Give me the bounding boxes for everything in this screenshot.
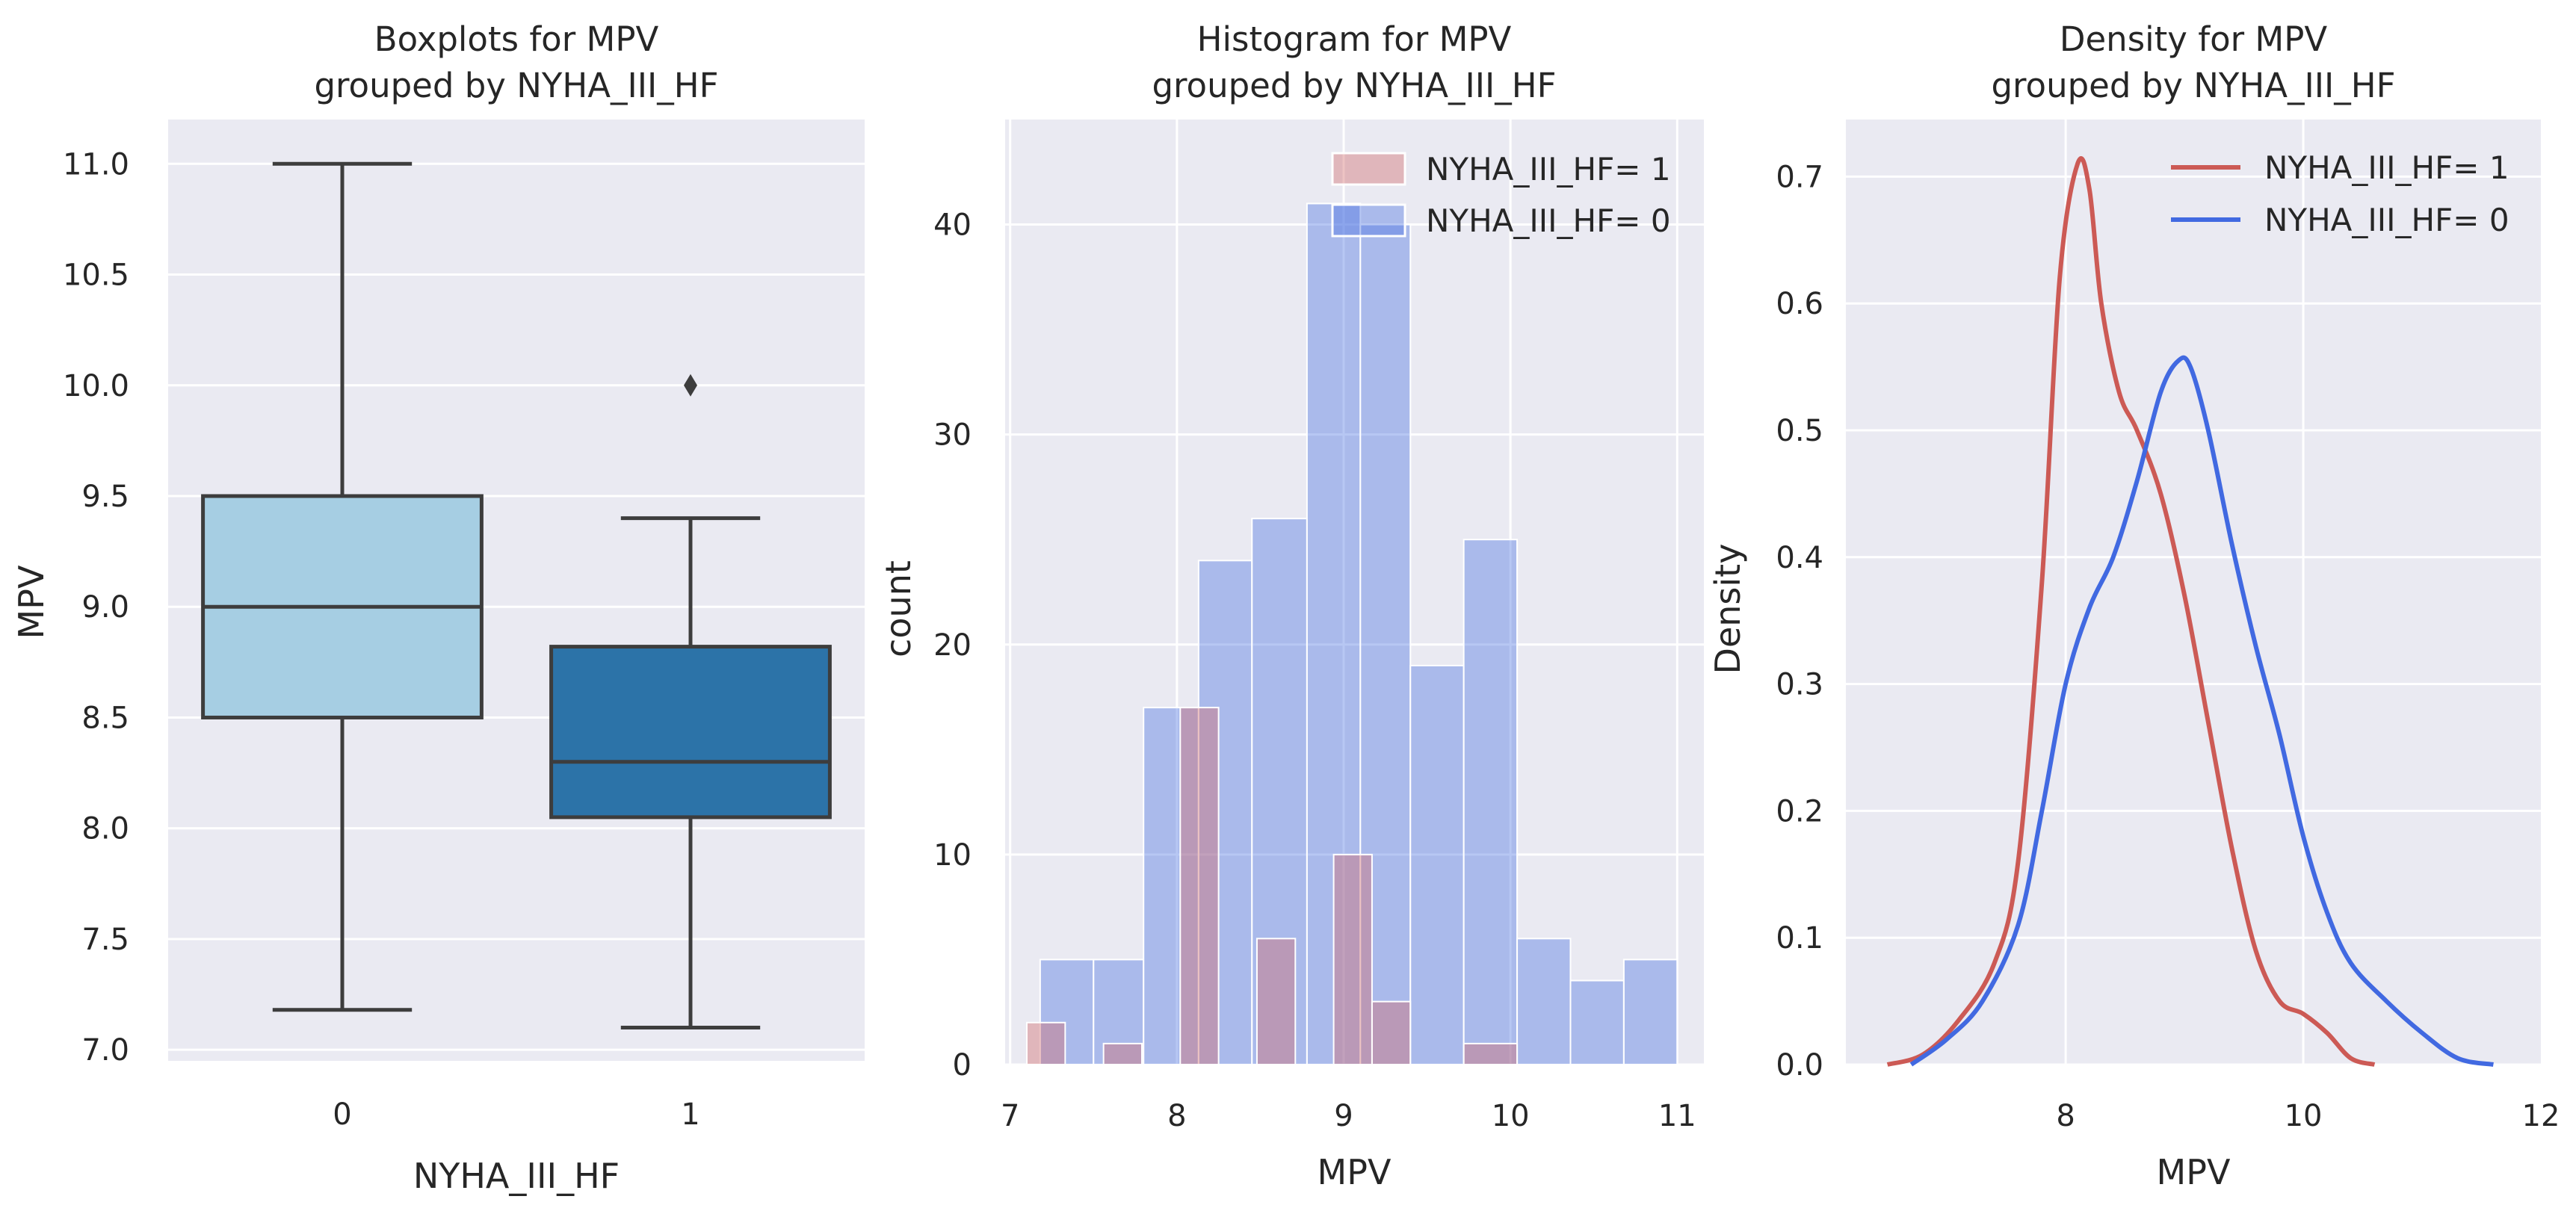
x-tick-label: 0 (333, 1097, 351, 1132)
x-tick-label: 8 (1167, 1099, 1186, 1133)
y-tick-label: 7.0 (81, 1033, 129, 1068)
y-tick-label: 0.0 (1776, 1048, 1823, 1083)
histogram-y-axis-label: count (878, 560, 918, 657)
hist-bar (1622, 958, 1678, 1066)
y-tick-label: 0.6 (1776, 287, 1823, 321)
box-group-1 (549, 645, 832, 820)
density-curve-group-0 (1909, 355, 2494, 1067)
histogram-gridlines (1005, 120, 1704, 1066)
x-tick-label: 11 (1658, 1099, 1696, 1133)
density-plot-area (1846, 120, 2541, 1065)
y-tick-label: 8.0 (81, 812, 129, 846)
y-tick-label: 11.0 (63, 147, 129, 182)
hist-bar (1371, 1000, 1412, 1065)
hist-bar (1462, 539, 1519, 1065)
histogram-marks (1026, 202, 1678, 1066)
x-tick-label: 1 (681, 1097, 699, 1132)
density-curve-group-1 (1886, 156, 2376, 1067)
x-tick-label: 10 (2285, 1099, 2323, 1133)
legend-label-group-1: NYHA_III_HF= 1 (1426, 151, 1671, 188)
y-tick-label: 0.7 (1776, 160, 1823, 194)
histogram-ticks: 0 10 20 30 40 7 8 9 10 11 (933, 208, 1696, 1133)
boxplot-y-axis-label: MPV (11, 565, 52, 639)
y-tick-label: 10.5 (63, 258, 129, 293)
boxplot-title-line1: Boxplots for MPV (374, 19, 659, 59)
y-tick-label: 0.5 (1776, 414, 1823, 448)
y-tick-label: 7.5 (81, 923, 129, 957)
density-gridlines (1846, 120, 2541, 1066)
density-y-axis-label: Density (1708, 544, 1748, 675)
density-legend: NYHA_III_HF= 1 NYHA_III_HF= 0 (2171, 149, 2509, 238)
outlier-point (684, 374, 697, 397)
histogram-plot-area (1005, 120, 1704, 1065)
x-tick-label: 8 (2056, 1099, 2075, 1133)
y-tick-label: 8.5 (81, 701, 129, 735)
x-tick-label: 9 (1334, 1099, 1353, 1133)
hist-bar (1251, 518, 1308, 1065)
y-tick-label: 0.1 (1776, 921, 1823, 956)
density-title-line1: Density for MPV (2060, 19, 2328, 59)
y-tick-label: 20 (933, 628, 972, 663)
legend-label-group-0: NYHA_III_HF= 0 (2264, 202, 2509, 238)
hist-bar (1093, 958, 1145, 1066)
hist-bar (1359, 223, 1412, 1065)
hist-bar (1026, 1021, 1066, 1066)
hist-bar (1569, 979, 1625, 1065)
y-tick-label: 10 (933, 838, 972, 873)
density-x-axis-label: MPV (2157, 1152, 2231, 1192)
density-panel: 0.0 0.1 0.2 0.3 0.4 0.5 0.6 0.7 8 10 12 NYHA_III_H… (1708, 19, 2560, 1192)
hist-bar (1039, 958, 1095, 1066)
y-tick-label: 40 (933, 208, 972, 243)
y-tick-label: 9.5 (81, 480, 129, 514)
histogram-legend: NYHA_III_HF= 1 NYHA_III_HF= 0 (1331, 151, 1671, 239)
hist-bar (1143, 707, 1199, 1065)
histogram-x-axis-label: MPV (1318, 1152, 1392, 1192)
density-title-line2: grouped by NYHA_III_HF (1991, 66, 2395, 105)
density-ticks: 0.0 0.1 0.2 0.3 0.4 0.5 0.6 0.7 8 10 12 (1776, 160, 2560, 1133)
hist-bar (1102, 1042, 1143, 1066)
histogram-title-line2: grouped by NYHA_III_HF (1152, 66, 1556, 105)
hist-bar (1332, 853, 1373, 1066)
y-tick-label: 0.4 (1776, 541, 1823, 575)
y-tick-label: 10.0 (63, 369, 129, 403)
legend-swatch-group-1 (1331, 152, 1406, 186)
y-tick-label: 0 (953, 1048, 972, 1083)
hist-bar (1179, 707, 1220, 1065)
hist-bar (1255, 938, 1297, 1066)
hist-bar (1306, 202, 1362, 1065)
y-tick-label: 0.2 (1776, 794, 1823, 829)
y-tick-label: 9.0 (81, 590, 129, 625)
density-marks (1886, 156, 2494, 1067)
histogram-panel: 0 10 20 30 40 7 8 9 10 11 NYHA_III_HF= 1 NYHA_III… (878, 19, 1704, 1192)
histogram-title-line1: Histogram for MPV (1197, 19, 1512, 59)
legend-swatch-group-0 (1331, 203, 1406, 238)
boxplot-x-axis-label: NYHA_III_HF (413, 1156, 620, 1196)
hist-bar (1462, 1042, 1519, 1066)
boxplot-panel: 7.0 7.5 8.0 8.5 9.0 9.5 10.0 10.5 11.0 0 1 Boxplot… (11, 19, 865, 1196)
boxplot-title-line2: grouped by NYHA_III_HF (314, 66, 718, 105)
y-tick-label: 0.3 (1776, 668, 1823, 702)
y-tick-label: 30 (933, 418, 972, 453)
x-tick-label: 10 (1492, 1099, 1530, 1133)
legend-label-group-1: NYHA_III_HF= 1 (2264, 149, 2509, 186)
hist-bar (1409, 664, 1465, 1065)
legend-label-group-0: NYHA_III_HF= 0 (1426, 202, 1671, 239)
boxplot-marks (201, 161, 832, 1030)
hist-bar (1516, 938, 1572, 1066)
x-tick-label: 7 (1001, 1099, 1019, 1133)
boxplot-ticks: 7.0 7.5 8.0 8.5 9.0 9.5 10.0 10.5 11.0 0 1 (63, 147, 700, 1132)
x-tick-label: 12 (2522, 1099, 2560, 1133)
